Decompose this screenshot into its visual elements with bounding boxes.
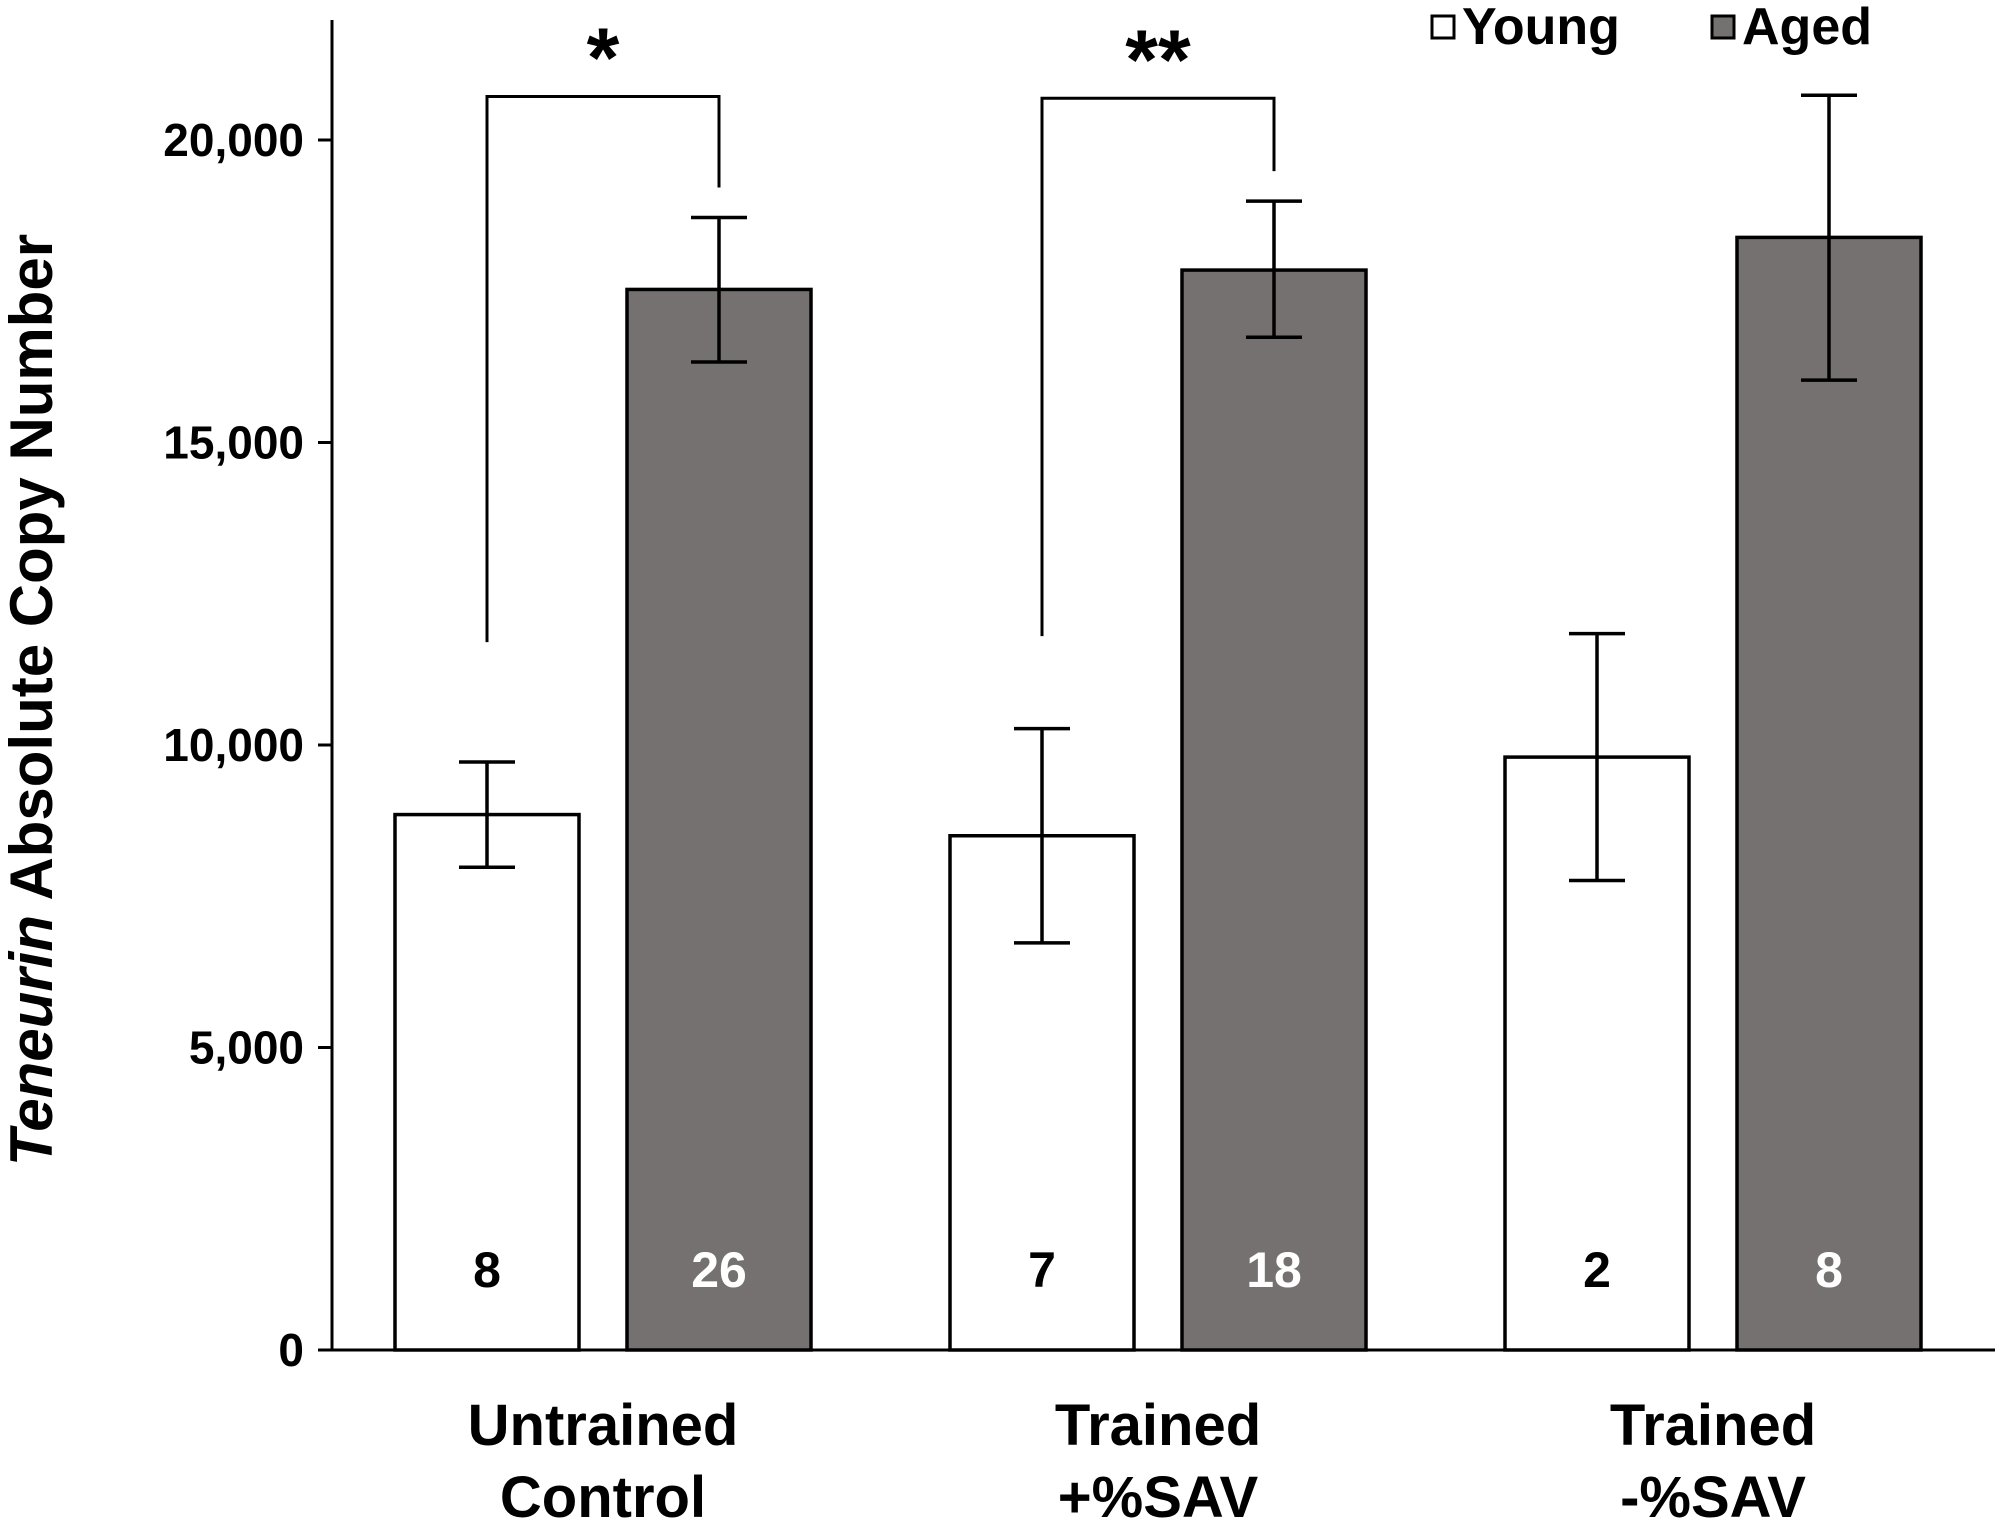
n-label: 7 — [1028, 1242, 1056, 1298]
legend-swatch-aged — [1710, 14, 1736, 40]
x-category-label: +%SAV — [1058, 1465, 1259, 1530]
legend-label-young: Young — [1462, 0, 1620, 56]
significance-marker: ** — [1125, 12, 1191, 106]
y-tick-label: 0 — [278, 1324, 304, 1376]
bar-aged — [625, 287, 813, 1352]
y-tick-label: 5,000 — [189, 1022, 304, 1074]
y-tick-label: 10,000 — [163, 719, 304, 771]
y-axis-label-italic: Teneurin — [0, 915, 65, 1166]
n-label: 8 — [1815, 1242, 1843, 1298]
legend-swatch-young — [1430, 14, 1456, 40]
bar-aged — [1180, 268, 1368, 1352]
y-axis-label: Teneurin Absolute Copy Number — [0, 234, 65, 1166]
y-tick-label: 15,000 — [163, 417, 304, 469]
bar-aged — [1735, 235, 1923, 1352]
plot-area: 0 5,000 10,000 15,000 20,000 8 7 2 26 18 8 Untraine… — [163, 0, 1995, 1530]
x-category-label: Control — [500, 1465, 706, 1530]
x-category-label: Trained — [1055, 1393, 1261, 1458]
x-category-label: -%SAV — [1620, 1465, 1806, 1530]
n-label: 2 — [1583, 1242, 1611, 1298]
x-category-label: Untrained — [468, 1393, 739, 1458]
y-axis-label-rest: Absolute Copy Number — [0, 234, 65, 915]
significance-marker: * — [587, 10, 620, 104]
bar-young — [393, 812, 581, 1352]
significance-bracket — [1040, 96, 1276, 637]
n-label: 26 — [691, 1242, 747, 1298]
y-tick-label: 20,000 — [163, 114, 304, 166]
significance-bracket — [485, 94, 721, 643]
n-label: 18 — [1246, 1242, 1302, 1298]
x-category-label: Trained — [1610, 1393, 1816, 1458]
legend-label-aged: Aged — [1742, 0, 1872, 56]
n-label: 8 — [473, 1242, 501, 1298]
